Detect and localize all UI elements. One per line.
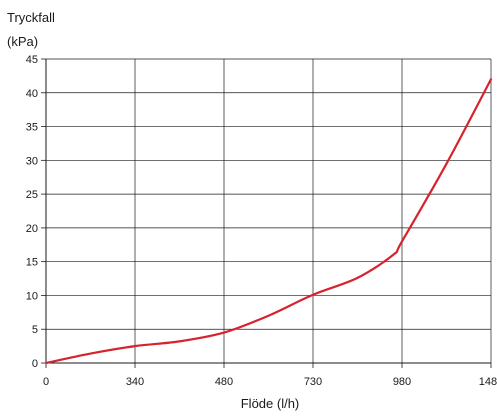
series-layer bbox=[44, 78, 493, 365]
y-axis-title-line2: (kPa) bbox=[7, 34, 38, 49]
tick-labels: 0 5 10 15 20 25 30 35 40 45 0 340 480 730 980 1480 bbox=[26, 54, 497, 388]
y-tick-label: 0 bbox=[32, 358, 38, 370]
y-tick-label: 40 bbox=[26, 88, 38, 100]
y-tick-label: 45 bbox=[26, 54, 38, 66]
y-tick-label: 25 bbox=[26, 189, 38, 201]
axes bbox=[41, 58, 492, 368]
x-tick-label: 980 bbox=[393, 376, 411, 388]
y-axis-title-line1: Tryckfall bbox=[7, 10, 55, 25]
gridlines bbox=[46, 58, 492, 363]
x-tick-label: 1480 bbox=[479, 376, 497, 388]
x-tick-label: 340 bbox=[126, 376, 144, 388]
x-tick-label: 0 bbox=[43, 376, 49, 388]
series-line bbox=[44, 78, 493, 365]
y-tick-label: 10 bbox=[26, 290, 38, 302]
x-tick-label: 480 bbox=[215, 376, 233, 388]
x-tick-label: 730 bbox=[304, 376, 322, 388]
y-tick-label: 30 bbox=[26, 155, 38, 167]
x-axis-title: Flöde (l/h) bbox=[241, 396, 300, 411]
y-tick-label: 5 bbox=[32, 324, 38, 336]
y-tick-label: 20 bbox=[26, 223, 38, 235]
y-tick-label: 35 bbox=[26, 122, 38, 134]
y-tick-label: 15 bbox=[26, 257, 38, 269]
